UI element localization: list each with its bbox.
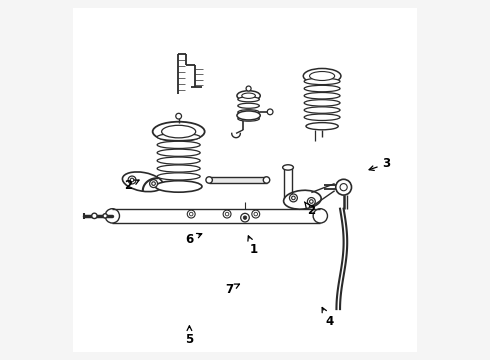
Ellipse shape bbox=[283, 165, 294, 170]
Ellipse shape bbox=[307, 198, 315, 206]
Circle shape bbox=[252, 210, 260, 218]
Ellipse shape bbox=[237, 91, 260, 101]
Circle shape bbox=[243, 216, 247, 220]
Text: 2: 2 bbox=[124, 179, 139, 192]
Ellipse shape bbox=[105, 209, 120, 223]
Ellipse shape bbox=[313, 209, 327, 223]
Ellipse shape bbox=[206, 177, 212, 183]
Text: 7: 7 bbox=[225, 283, 240, 296]
Ellipse shape bbox=[306, 123, 338, 130]
Text: 1: 1 bbox=[248, 236, 258, 256]
Circle shape bbox=[340, 184, 347, 191]
Ellipse shape bbox=[292, 196, 295, 200]
Ellipse shape bbox=[304, 93, 340, 99]
Ellipse shape bbox=[237, 111, 260, 120]
Ellipse shape bbox=[157, 149, 200, 156]
Ellipse shape bbox=[152, 182, 155, 185]
Ellipse shape bbox=[155, 181, 202, 192]
Ellipse shape bbox=[149, 180, 157, 188]
Ellipse shape bbox=[263, 177, 270, 183]
Ellipse shape bbox=[157, 141, 200, 148]
Ellipse shape bbox=[304, 100, 340, 106]
Circle shape bbox=[225, 212, 229, 216]
Circle shape bbox=[254, 212, 258, 216]
Ellipse shape bbox=[157, 157, 200, 164]
Ellipse shape bbox=[284, 190, 321, 209]
Bar bbox=[209, 177, 267, 183]
Ellipse shape bbox=[303, 68, 341, 84]
Ellipse shape bbox=[157, 173, 200, 180]
Ellipse shape bbox=[304, 114, 340, 121]
Ellipse shape bbox=[92, 213, 97, 219]
Ellipse shape bbox=[128, 176, 136, 184]
Circle shape bbox=[267, 109, 273, 115]
Text: 6: 6 bbox=[185, 233, 202, 246]
Ellipse shape bbox=[238, 103, 259, 108]
Ellipse shape bbox=[310, 72, 335, 81]
Ellipse shape bbox=[157, 165, 200, 172]
Ellipse shape bbox=[103, 214, 107, 218]
Circle shape bbox=[176, 113, 181, 119]
Ellipse shape bbox=[290, 194, 297, 202]
Ellipse shape bbox=[310, 200, 313, 203]
Ellipse shape bbox=[153, 122, 205, 141]
Ellipse shape bbox=[304, 85, 340, 92]
Ellipse shape bbox=[130, 178, 134, 182]
Text: 3: 3 bbox=[369, 157, 391, 171]
Ellipse shape bbox=[242, 93, 255, 98]
Ellipse shape bbox=[304, 107, 340, 113]
Ellipse shape bbox=[162, 125, 196, 138]
Ellipse shape bbox=[238, 116, 259, 121]
Text: 4: 4 bbox=[322, 307, 333, 328]
Circle shape bbox=[223, 210, 231, 218]
Ellipse shape bbox=[238, 97, 259, 102]
Text: 2: 2 bbox=[304, 202, 316, 217]
Ellipse shape bbox=[157, 134, 200, 140]
Ellipse shape bbox=[238, 110, 259, 115]
Circle shape bbox=[190, 212, 193, 216]
Text: 5: 5 bbox=[185, 326, 194, 346]
Ellipse shape bbox=[122, 172, 163, 192]
Ellipse shape bbox=[304, 78, 340, 85]
Circle shape bbox=[336, 179, 351, 195]
Circle shape bbox=[187, 210, 195, 218]
Circle shape bbox=[246, 86, 251, 91]
Circle shape bbox=[241, 213, 249, 222]
